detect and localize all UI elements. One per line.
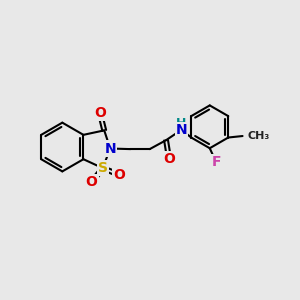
Text: O: O	[113, 168, 125, 182]
Text: O: O	[163, 152, 175, 166]
Text: CH₃: CH₃	[248, 131, 270, 141]
Text: N: N	[176, 123, 187, 137]
Text: S: S	[98, 161, 108, 175]
Text: F: F	[212, 155, 221, 170]
Text: O: O	[85, 176, 98, 189]
Text: O: O	[94, 106, 106, 120]
Text: H: H	[176, 117, 187, 130]
Text: N: N	[104, 142, 116, 155]
